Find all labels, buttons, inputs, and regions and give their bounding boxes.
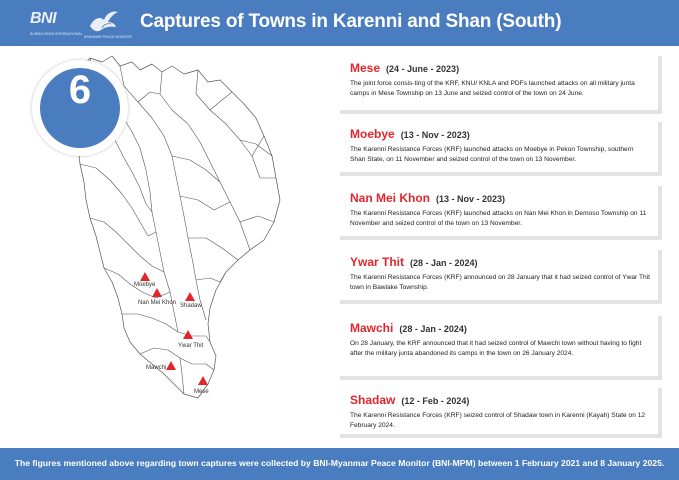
map-label-mese: Mese (194, 389, 209, 395)
header-banner: BNI BURMA NEWS INTERNATIONAL MYANMAR PEA… (0, 0, 679, 46)
township-map: Moebye Nan Mei Khon Shadaw Ywar Thit Maw… (75, 55, 281, 399)
border-line (239, 139, 273, 157)
event-description: On 28 January, the KRF announced that it… (350, 340, 642, 357)
event-date: (28 - Jan - 2024) (410, 258, 478, 268)
event-card: Ywar Thit (28 - Jan - 2024) The Karenni R… (340, 250, 662, 304)
event-description: The joint force consis-ting of the KRF, … (350, 80, 635, 97)
bni-logo: BNI BURMA NEWS INTERNATIONAL (30, 10, 83, 40)
footer-banner: The figures mentioned above regarding to… (0, 448, 679, 480)
border-line (122, 313, 211, 343)
event-town: Moebye (350, 127, 395, 141)
bni-logo-subtitle: BURMA NEWS INTERNATIONAL (30, 32, 83, 36)
border-line (79, 163, 157, 237)
count-badge (40, 68, 120, 148)
event-date: (13 - Nov - 2023) (400, 130, 470, 140)
border-line (179, 357, 185, 395)
event-card: Shadaw (12 - Feb - 2024) The Karenni Resi… (340, 388, 662, 438)
event-date: (24 - June - 2023) (386, 64, 460, 74)
region-outline (75, 55, 281, 399)
event-date: (28 - Jan - 2024) (399, 324, 467, 334)
event-town: Mese (350, 61, 381, 75)
border-line (171, 155, 221, 183)
capture-marker-moebye (140, 272, 150, 281)
event-town: Nan Mei Khon (350, 191, 430, 205)
map-label-shadaw: Shadaw (180, 303, 202, 309)
count-badge-number: 6 (68, 68, 92, 112)
capture-marker-shadaw (185, 292, 195, 301)
event-description: The Karenni Resistance Forces (KRF) anno… (350, 274, 650, 291)
border-line (209, 91, 233, 111)
border-line (137, 91, 161, 103)
event-date: (13 - Nov - 2023) (436, 194, 506, 204)
border-line (159, 71, 251, 251)
event-town: Ywar Thit (350, 255, 405, 269)
footer-note: The figures mentioned above regarding to… (14, 458, 665, 468)
mpm-logo-subtitle: MYANMAR PEACE MONITOR (84, 35, 132, 39)
map-label-nan-mei-khon: Nan Mei Khon (138, 300, 176, 306)
border-line (195, 271, 227, 283)
page-title: Captures of Towns in Karenni and Shan (S… (140, 11, 562, 32)
map-label-mawchi: Mawchi (146, 365, 166, 371)
event-description: The Karenni Resistance Forces (KRF) laun… (350, 146, 634, 163)
bni-logo-text: BNI (30, 10, 57, 27)
event-town: Mawchi (350, 321, 394, 335)
dove-icon (90, 11, 118, 32)
event-town: Shadaw (350, 393, 396, 407)
mpm-logo: MYANMAR PEACE MONITOR (84, 8, 132, 42)
event-card: Moebye (13 - Nov - 2023) The Karenni Resi… (340, 122, 662, 176)
event-card: Mawchi (28 - Jan - 2024) On 28 January, t… (340, 316, 662, 380)
event-card: Mese (24 - June - 2023) The joint force c… (340, 56, 662, 114)
capture-marker-mese (198, 376, 208, 385)
map-label-moebye: Moebye (134, 282, 156, 288)
border-line (251, 155, 276, 179)
event-description: The Karenni Resistance Forces (KRF) laun… (350, 210, 647, 227)
event-date: (12 - Feb - 2024) (401, 396, 470, 406)
capture-marker-ywar-thit (183, 330, 193, 339)
event-card: Nan Mei Khon (13 - Nov - 2023) The Karenn… (340, 186, 662, 240)
border-line (179, 195, 231, 211)
border-line (89, 217, 165, 273)
border-line (119, 65, 207, 321)
map-label-ywar-thit: Ywar Thit (178, 343, 204, 349)
capture-marker-mawchi (166, 361, 176, 370)
border-line (239, 215, 275, 223)
border-line (188, 237, 239, 261)
capture-marker-nan-mei-khon (152, 288, 162, 297)
event-description: The Karenni Resistance Forces (KRF) seiz… (350, 412, 646, 429)
